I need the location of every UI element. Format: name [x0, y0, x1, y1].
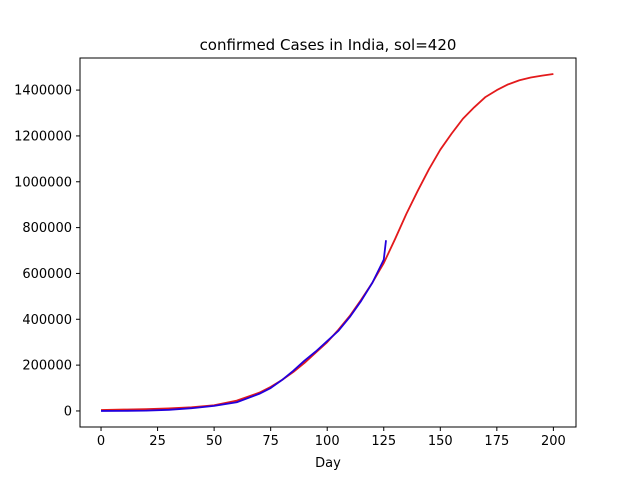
- y-tick-label: 200000: [22, 359, 72, 374]
- y-tick-label: 600000: [22, 267, 72, 282]
- y-tick-label: 1000000: [14, 175, 72, 190]
- series-line-1: [101, 240, 387, 412]
- x-tick-label: 100: [315, 434, 340, 449]
- y-axis: 0 200000 400000 600000 800000 1000000 1200000 1…: [14, 84, 80, 419]
- x-tick-label: 200: [541, 434, 566, 449]
- x-axis-label: Day: [315, 456, 341, 471]
- x-tick-label: 75: [262, 434, 279, 449]
- y-tick-label: 1200000: [14, 129, 72, 144]
- x-tick-label: 50: [206, 434, 223, 449]
- chart-title: confirmed Cases in India, sol=420: [200, 36, 457, 54]
- y-tick-label: 400000: [22, 313, 72, 328]
- x-tick-label: 25: [149, 434, 166, 449]
- x-tick-label: 175: [484, 434, 509, 449]
- x-tick-label: 0: [97, 434, 105, 449]
- y-tick-label: 800000: [22, 221, 72, 236]
- plot-frame: [79, 57, 577, 428]
- series-layer: [101, 73, 554, 412]
- x-axis: 0 25 50 75 100 125 150 175 200: [97, 427, 566, 449]
- y-tick-label: 0: [64, 404, 72, 419]
- x-tick-label: 150: [428, 434, 453, 449]
- x-tick-label: 125: [371, 434, 396, 449]
- y-tick-label: 1400000: [14, 84, 72, 99]
